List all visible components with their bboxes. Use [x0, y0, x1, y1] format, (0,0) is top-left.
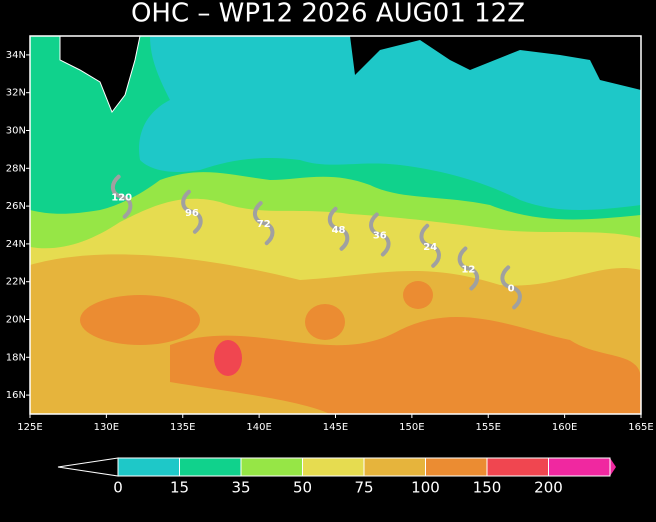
ohc-field	[30, 36, 641, 414]
colorbar-over	[548, 458, 616, 476]
colorbar-segment	[302, 458, 364, 476]
x-tick-label: 125E	[17, 422, 42, 433]
colorbar-label: 150	[473, 479, 502, 497]
colorbar-label: 0	[113, 479, 123, 497]
storm-symbol	[419, 223, 441, 268]
colorbar-label: 35	[231, 479, 250, 497]
land	[59, 36, 141, 114]
y-tick-label: 34N	[6, 50, 26, 61]
field-orange	[170, 317, 641, 414]
x-tick-label: 155E	[476, 422, 501, 433]
colorbar-label: 75	[354, 479, 373, 497]
field-orange	[305, 304, 345, 340]
colorbar-label: 200	[534, 479, 563, 497]
forecast-hour: 48	[332, 225, 346, 236]
forecast-hour: 24	[423, 242, 437, 253]
colorbar-label: 15	[170, 479, 189, 497]
storm-symbol	[181, 189, 203, 234]
storm-symbol	[457, 246, 480, 291]
forecast-hour: 72	[257, 219, 271, 230]
forecast-hour: 0	[508, 283, 515, 294]
forecast-hour: 12	[461, 264, 475, 275]
y-tick-label: 20N	[6, 315, 26, 326]
colorbar-segment	[364, 458, 426, 476]
storm-symbol	[369, 212, 391, 257]
x-tick-label: 165E	[628, 422, 653, 433]
colorbar-segment	[118, 458, 180, 476]
y-tick-label: 30N	[6, 126, 26, 137]
field-cyan	[139, 36, 641, 210]
x-tick-label: 160E	[552, 422, 577, 433]
x-tick-label: 135E	[170, 422, 195, 433]
x-tick-label: 130E	[94, 422, 119, 433]
y-tick-label: 26N	[6, 201, 26, 212]
field-orange	[80, 295, 200, 345]
storm-symbol	[111, 174, 133, 219]
y-tick-label: 22N	[6, 277, 26, 288]
colorbar-label: 100	[411, 479, 440, 497]
colorbar-frame	[117, 457, 611, 477]
y-tick-label: 28N	[6, 163, 26, 174]
y-tick-label: 32N	[6, 88, 26, 99]
forecast-hour: 96	[185, 208, 199, 219]
x-tick-label: 140E	[246, 422, 271, 433]
y-tick-label: 24N	[6, 239, 26, 250]
title: OHC – WP12 2026 AUG01 12Z	[131, 0, 525, 29]
forecast-hour: 36	[373, 230, 387, 241]
storm-symbol	[500, 265, 522, 310]
y-tick-label: 18N	[6, 352, 26, 363]
colorbar-segment	[179, 458, 241, 476]
field-red	[214, 340, 242, 376]
field-orange	[403, 281, 433, 309]
colorbar-segment	[425, 458, 487, 476]
storm-symbol	[327, 206, 350, 251]
colorbar-segment	[487, 458, 549, 476]
colorbar-label: 50	[293, 479, 312, 497]
x-tick-label: 145E	[323, 422, 348, 433]
colorbar-segment	[241, 458, 303, 476]
y-tick-label: 16N	[6, 390, 26, 401]
storm-symbol	[253, 201, 275, 246]
forecast-hour: 120	[111, 193, 132, 204]
x-tick-label: 150E	[399, 422, 424, 433]
dynamic-layer: 125E 130E 135E 140E 145E 150E 155E 160E 165E 16N 1…	[6, 50, 654, 497]
land	[350, 36, 641, 90]
